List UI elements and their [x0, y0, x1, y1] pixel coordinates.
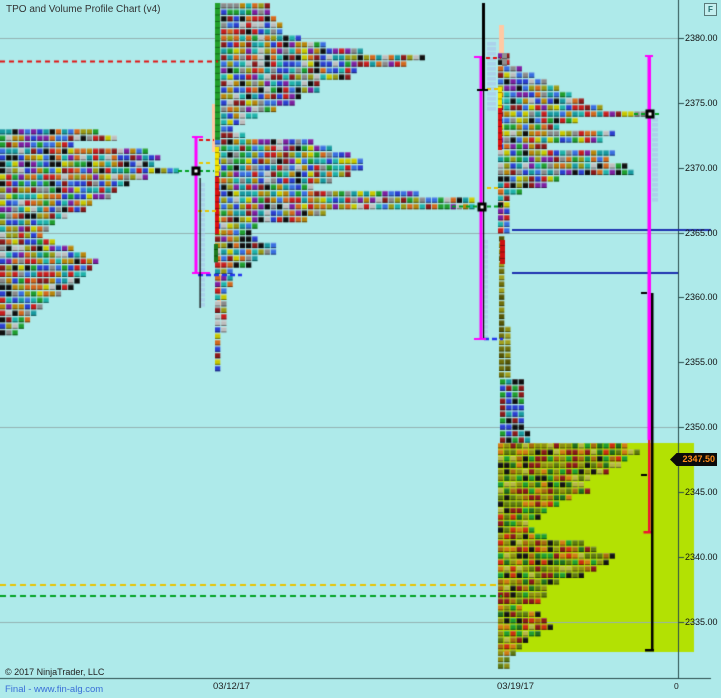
watermark-text: Final - www.fin-alg.com — [5, 684, 104, 695]
date-axis-label: 03/12/17 — [213, 681, 250, 692]
price-axis-label: 2375.00 — [685, 98, 718, 108]
price-axis-label: 2360.00 — [685, 292, 718, 302]
last-price-value: 2347.50 — [682, 454, 715, 464]
price-axis-label: 2355.00 — [685, 357, 718, 367]
last-price-tag: 2347.50 — [670, 453, 717, 466]
price-axis-label: 2335.00 — [685, 617, 718, 627]
features-button[interactable]: F — [704, 3, 717, 16]
copyright-text: © 2017 NinjaTrader, LLC — [5, 667, 105, 677]
price-axis-label: 2350.00 — [685, 422, 718, 432]
date-axis-label: 03/19/17 — [497, 681, 534, 692]
page-title: TPO and Volume Profile Chart (v4) — [6, 4, 161, 15]
zero-label: 0 — [674, 681, 679, 691]
price-axis-label: 2370.00 — [685, 163, 718, 173]
price-axis-label: 2380.00 — [685, 33, 718, 43]
price-axis-label: 2365.00 — [685, 228, 718, 238]
price-axis-label: 2345.00 — [685, 487, 718, 497]
price-axis-label: 2340.00 — [685, 552, 718, 562]
